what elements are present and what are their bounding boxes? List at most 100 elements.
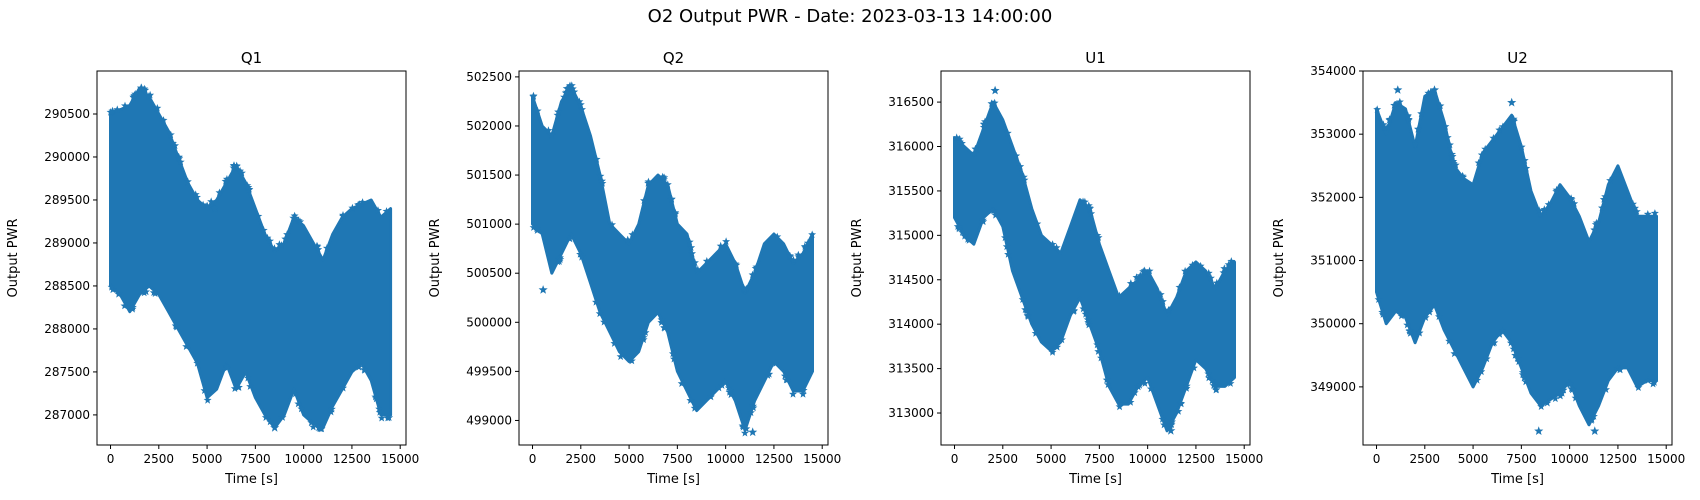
data-point [327,405,336,413]
data-point [627,356,636,365]
data-point [1225,262,1234,271]
data-point [290,211,299,220]
data-point [783,375,792,384]
data-point [383,411,392,419]
data-point [660,323,669,331]
data-point [1520,373,1529,382]
data-point [988,206,996,215]
data-point [1559,385,1568,394]
y-tick-label: 287000 [44,408,90,422]
y-tick-label: 316500 [888,95,934,109]
data-point [1474,158,1483,167]
data-point [799,386,808,394]
x-axis-label: Time [s] [1490,472,1544,487]
y-tick-label: 349000 [1310,380,1356,394]
data-point [747,408,755,417]
y-tick-label: 502000 [466,119,512,133]
y-tick-label: 500500 [466,266,512,280]
subplot-title: Q1 [241,49,262,67]
y-axis-label: Output PWR [1272,218,1287,297]
data-point [1650,209,1659,217]
data-point [1425,307,1434,316]
data-point [952,133,961,141]
data-point [1592,218,1601,227]
x-tick-label: 10000 [707,452,745,466]
data-point [1094,347,1103,355]
x-tick-label: 12500 [1599,452,1637,466]
data-point [291,214,300,222]
data-point [960,232,969,240]
data-point [114,290,123,298]
data-point [1511,351,1520,359]
axes-frame [1362,70,1673,446]
data-point [1543,398,1552,407]
scatter-points [529,81,817,437]
data-point [641,328,650,336]
data-point [1426,88,1435,96]
y-tick-label: 290000 [44,150,90,164]
y-tick-label: 315000 [888,228,934,242]
data-point [175,154,184,163]
data-point [348,203,357,212]
data-point [1417,109,1426,118]
data-point [1081,310,1090,318]
data-point [1126,279,1135,287]
x-axis-label: Time [s] [224,472,278,487]
x-tick-label: 7500 [240,452,271,466]
data-point [1024,312,1033,320]
data-point [1020,175,1029,184]
data-point [1219,268,1228,277]
data-point [1498,326,1507,335]
y-tick-label: 314000 [888,317,934,331]
data-point [724,383,733,392]
data-point [804,238,812,247]
data-point [958,228,967,236]
data-point [1631,204,1639,212]
data-point [801,243,810,252]
data-point [739,423,747,431]
y-tick-label: 352000 [1310,190,1356,204]
data-point [955,224,964,233]
data-point [731,259,740,268]
data-point [1126,398,1135,406]
data-point [1115,402,1124,411]
data-point [313,242,322,251]
data-point [1167,420,1176,429]
y-tick-label: 289500 [44,193,90,207]
data-point [1093,231,1102,239]
data-point [339,383,348,392]
data-point [773,232,782,241]
y-tick-label: 314500 [888,273,934,287]
data-point [1650,378,1659,386]
data-point [1226,379,1235,387]
data-point [1445,140,1454,149]
data-point [608,220,616,229]
x-tick-label: 5000 [1458,452,1489,466]
data-point [1132,273,1141,281]
data-point [106,108,115,116]
y-tick-label: 288000 [44,322,90,336]
data-point [644,177,653,186]
data-point [686,396,695,404]
x-tick-label: 5000 [192,452,223,466]
data-point [660,173,669,182]
data-point [1212,278,1221,287]
data-point [207,197,216,205]
y-tick-label: 290500 [44,107,90,121]
x-tick-label: 0 [1373,452,1381,466]
data-point [1206,273,1215,282]
data-point [1558,389,1567,397]
data-point [1535,206,1544,214]
data-point [1540,205,1549,213]
data-point [1397,311,1406,320]
data-point [203,396,212,404]
data-point [1018,295,1027,303]
data-point [563,87,572,96]
scatter-points [952,85,1236,435]
y-tick-label: 313000 [888,406,934,420]
data-point [576,100,585,109]
data-point [794,252,803,261]
data-point [1211,382,1220,390]
subplot-q1: Q1 0 2500 5000 7500 10000 12500 15000 287000 2875… [6,49,419,487]
